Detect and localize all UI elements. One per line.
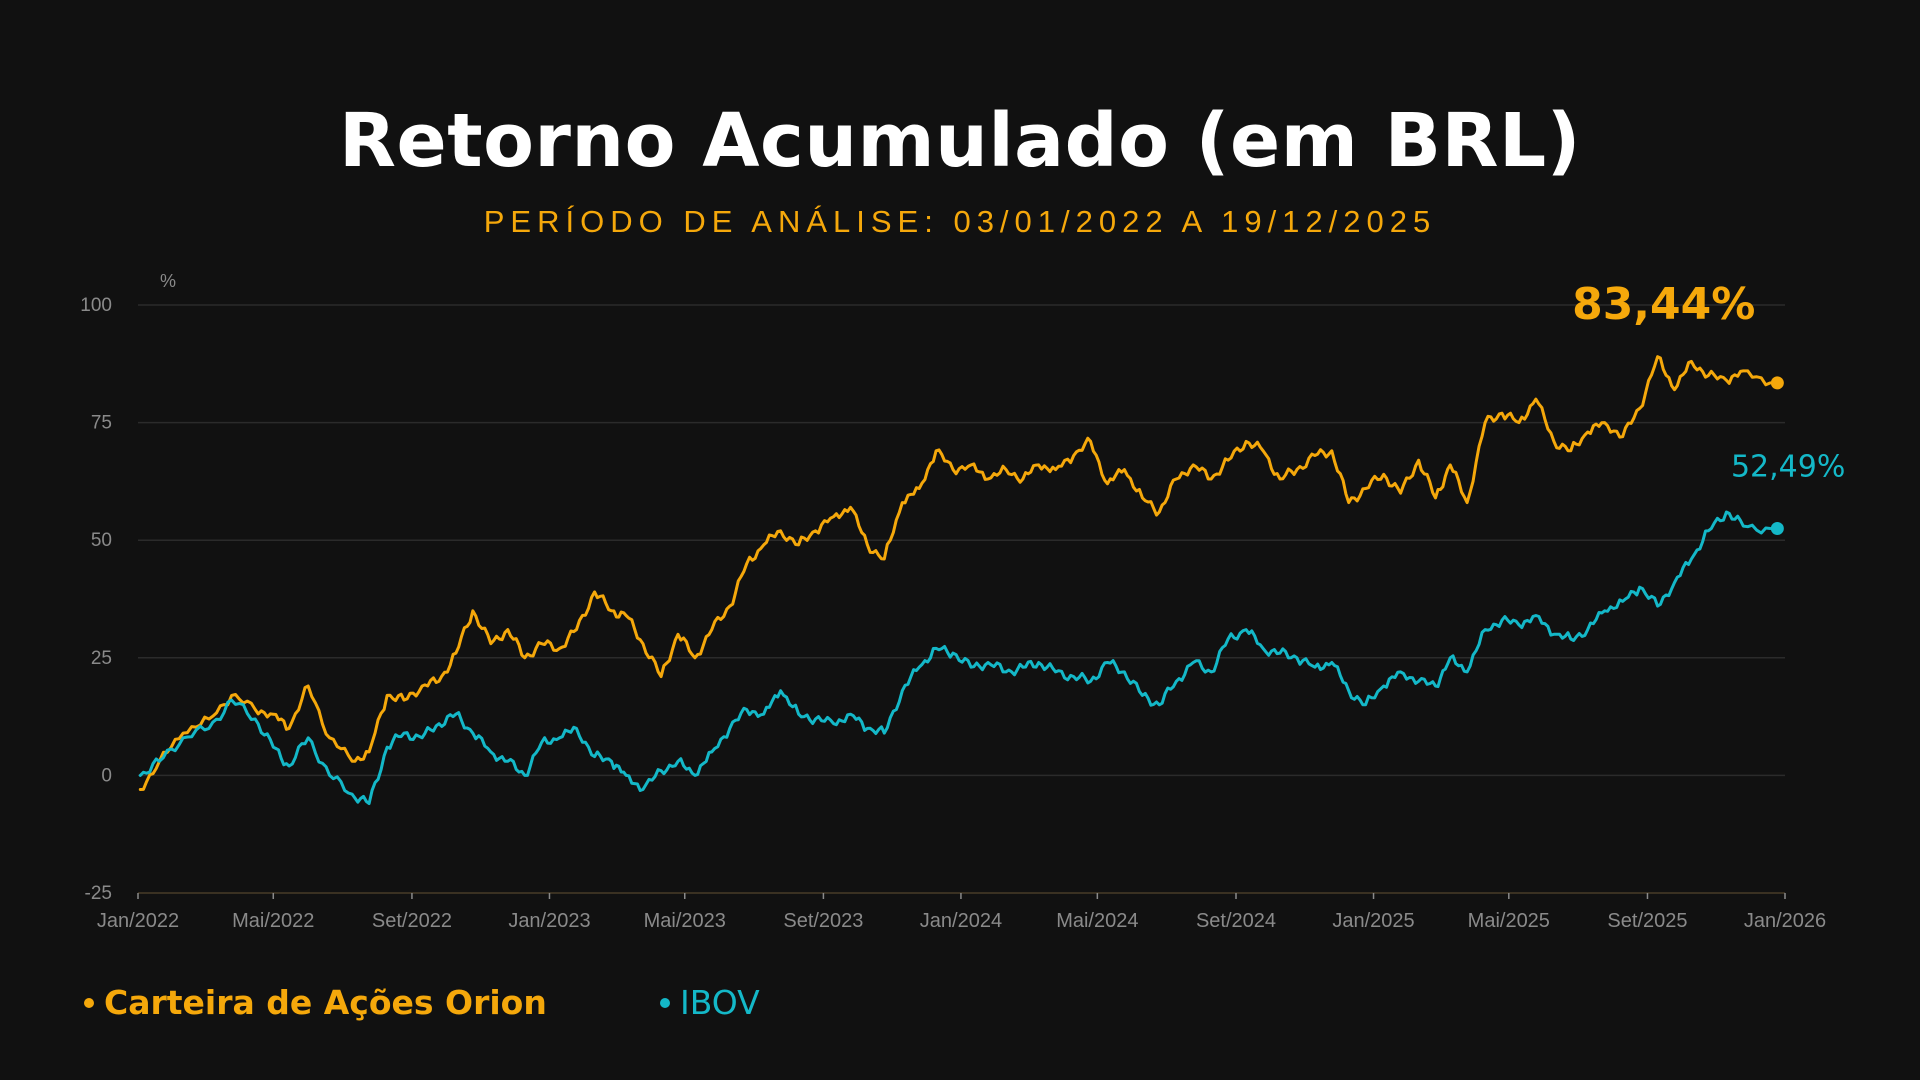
- end-marker-orion: [1770, 376, 1784, 390]
- y-tick-label: 50: [91, 530, 112, 551]
- chart-title: Retorno Acumulado (em BRL): [339, 98, 1581, 184]
- y-tick-label: 0: [101, 765, 112, 786]
- y-tick-label: 100: [80, 295, 112, 316]
- legend-item-orion: Carteira de Ações Orion: [84, 986, 547, 1019]
- legend-dot-ibov: [660, 997, 670, 1008]
- x-tick-label: Set/2024: [1196, 910, 1276, 932]
- x-tick-label: Mai/2022: [232, 910, 314, 932]
- y-tick-label: 25: [91, 648, 112, 669]
- x-tick-label: Set/2022: [372, 910, 452, 932]
- x-tick-label: Jan/2026: [1744, 910, 1826, 932]
- end-marker-ibov: [1770, 521, 1784, 535]
- y-unit-label: %: [160, 271, 176, 291]
- line-chart: 100 75 50 25 0 -25% Jan/2022 Mai/2022 Set/2022 Ja…: [80, 271, 1845, 932]
- series-line-orion: [138, 355, 1772, 791]
- legend-item-ibov: IBOV: [660, 986, 760, 1019]
- x-tick-label: Jan/2022: [97, 910, 179, 932]
- y-tick-label: -25: [85, 883, 112, 904]
- x-tick-label: Mai/2024: [1056, 910, 1138, 932]
- legend-label-orion: Carteira de Ações Orion: [104, 983, 547, 1022]
- chart-subtitle: PERÍODO DE ANÁLISE: 03/01/2022 A 19/12/2…: [483, 204, 1437, 239]
- axis-ticks: 100 75 50 25 0 -25% Jan/2022 Mai/2022 Set/2022 Ja…: [80, 271, 1826, 932]
- grid-lines: [138, 304, 1785, 894]
- y-tick-label: 75: [91, 413, 112, 434]
- x-tick-label: Mai/2025: [1468, 910, 1550, 932]
- legend-label-ibov: IBOV: [680, 983, 760, 1022]
- legend-dot-orion: [84, 997, 94, 1008]
- x-tick-label: Jan/2023: [508, 910, 590, 932]
- x-tick-label: Jan/2024: [920, 910, 1002, 932]
- end-label-ibov: 52,49%: [1731, 449, 1845, 484]
- series-lines: [138, 355, 1772, 806]
- x-tick-label: Mai/2023: [644, 910, 726, 932]
- series-line-ibov: [138, 510, 1772, 806]
- x-tick-label: Set/2025: [1607, 910, 1687, 932]
- x-tick-label: Jan/2025: [1332, 910, 1414, 932]
- x-tick-label: Set/2023: [783, 910, 863, 932]
- end-labels: 83,44% 52,49%: [1572, 279, 1845, 535]
- end-label-orion: 83,44%: [1572, 279, 1755, 330]
